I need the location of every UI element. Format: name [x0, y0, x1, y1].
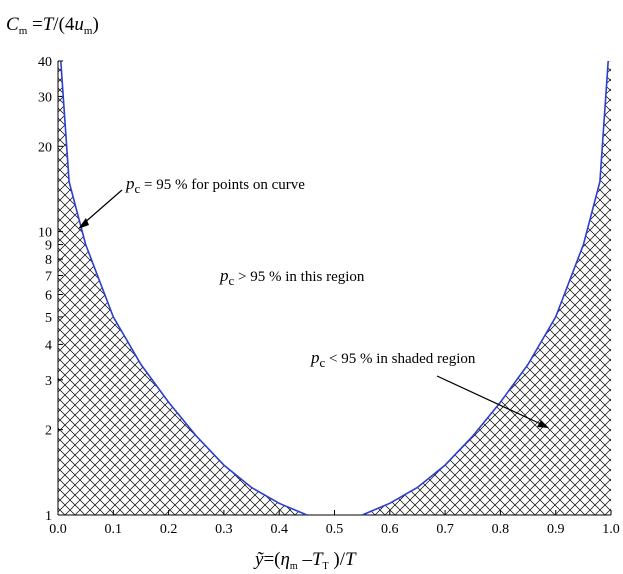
x-tick-label: 0.6 — [381, 522, 399, 537]
y-tick-label: 4 — [45, 338, 52, 353]
y-tick-label: 5 — [45, 311, 52, 326]
y-tick-label: 9 — [45, 239, 52, 254]
x-tick-label: 0.3 — [215, 522, 233, 537]
y-tick-label: 10 — [38, 226, 52, 241]
curve-left — [60, 60, 308, 516]
x-tick-label: 0.0 — [49, 522, 67, 537]
x-tick-label: 0.1 — [105, 522, 123, 537]
shaded-region — [58, 61, 611, 515]
x-tick-label: 0.2 — [160, 522, 178, 537]
y-tick-label: 6 — [45, 288, 52, 303]
chart-title: Cm =T/(4um) — [6, 14, 99, 37]
x-tick-label: 0.5 — [326, 522, 344, 537]
x-tick-label: 0.4 — [270, 522, 288, 537]
x-tick-label: 0.7 — [436, 522, 454, 537]
y-tick-label: 3 — [45, 374, 52, 389]
x-ticks: 0.0 0.1 0.2 0.3 0.4 0.5 0.6 0.7 0.8 0.9 1.0 — [49, 510, 620, 537]
shaded-region-right — [362, 61, 611, 515]
curve-right — [361, 60, 609, 516]
y-tick-label: 20 — [38, 140, 52, 155]
y-tick-label: 1 — [45, 509, 52, 524]
y-tick-label: 40 — [38, 55, 52, 70]
annotation-curve: pc = 95 % for points on curve — [125, 174, 305, 196]
shaded-region-left — [58, 61, 307, 515]
arrow-curve-annotation — [78, 189, 123, 229]
x-tick-label: 0.9 — [547, 522, 565, 537]
x-tick-label: 0.8 — [492, 522, 510, 537]
y-tick-label: 7 — [45, 270, 52, 285]
arrow-shaded-annotation — [436, 375, 549, 428]
y-tick-label: 8 — [45, 253, 52, 268]
annotation-shaded-region: pc < 95 % in shaded region — [310, 348, 476, 370]
x-tick-label: 1.0 — [602, 522, 620, 537]
x-axis-label: ỹ=(ηm –TT )/T — [253, 549, 357, 572]
y-tick-label: 30 — [38, 90, 52, 105]
annotation-inner-region: pc > 95 % in this region — [219, 266, 365, 288]
y-tick-label: 2 — [45, 424, 52, 439]
